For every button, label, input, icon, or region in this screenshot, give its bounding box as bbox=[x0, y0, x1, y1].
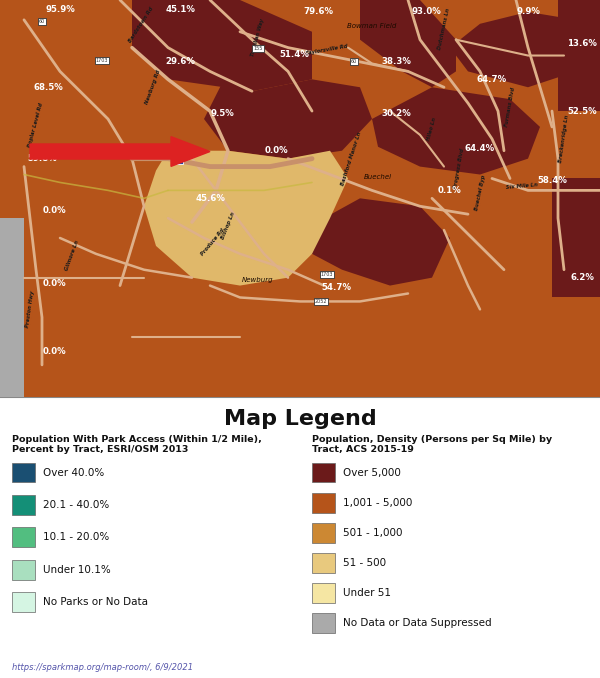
Polygon shape bbox=[312, 198, 450, 285]
Text: 155: 155 bbox=[253, 46, 263, 51]
Polygon shape bbox=[0, 218, 24, 397]
Polygon shape bbox=[204, 79, 372, 159]
Text: Bishop Ln: Bishop Ln bbox=[220, 212, 236, 241]
Text: 501 - 1,000: 501 - 1,000 bbox=[343, 527, 403, 538]
Text: 2052: 2052 bbox=[315, 299, 327, 304]
Text: Trevilian Way: Trevilian Way bbox=[251, 18, 265, 57]
Text: Hileo Ln: Hileo Ln bbox=[427, 117, 437, 141]
Text: Bowman Field: Bowman Field bbox=[347, 23, 397, 28]
Bar bbox=[312, 614, 335, 633]
Bar bbox=[12, 463, 35, 483]
Text: 9.5%: 9.5% bbox=[210, 108, 234, 117]
Text: 52.5%: 52.5% bbox=[567, 106, 597, 115]
Text: 0.0%: 0.0% bbox=[42, 279, 66, 288]
Text: 45.6%: 45.6% bbox=[195, 194, 225, 203]
Text: 20.1 - 40.0%: 20.1 - 40.0% bbox=[43, 500, 109, 510]
Text: 0.0%: 0.0% bbox=[42, 346, 66, 355]
Text: Population, Density (Persons per Sq Mile) by
Tract, ACS 2015-19: Population, Density (Persons per Sq Mile… bbox=[312, 435, 552, 454]
Bar bbox=[312, 583, 335, 603]
Bar bbox=[12, 495, 35, 515]
Bar bbox=[312, 493, 335, 513]
Polygon shape bbox=[450, 12, 576, 87]
Text: 45.1%: 45.1% bbox=[165, 5, 195, 14]
Text: Newburg Rd: Newburg Rd bbox=[145, 69, 161, 105]
Text: Over 40.0%: Over 40.0% bbox=[43, 468, 104, 477]
Text: 38.3%: 38.3% bbox=[381, 57, 411, 66]
Polygon shape bbox=[132, 0, 312, 92]
Text: Furmans Blvd: Furmans Blvd bbox=[504, 87, 516, 127]
Text: Gilmore Ln: Gilmore Ln bbox=[64, 240, 80, 272]
Text: Breckenridge Ln: Breckenridge Ln bbox=[558, 115, 570, 163]
Polygon shape bbox=[372, 87, 540, 174]
Text: 60: 60 bbox=[351, 59, 357, 64]
Text: Under 51: Under 51 bbox=[343, 588, 391, 598]
Text: 1703: 1703 bbox=[96, 58, 108, 63]
Text: https://sparkmap.org/map-room/, 6/9/2021: https://sparkmap.org/map-room/, 6/9/2021 bbox=[12, 663, 193, 672]
Text: 6.2%: 6.2% bbox=[570, 273, 594, 282]
Text: Newburg: Newburg bbox=[242, 277, 274, 283]
Polygon shape bbox=[144, 151, 348, 285]
Text: Map Legend: Map Legend bbox=[224, 410, 376, 429]
Text: 1703: 1703 bbox=[321, 272, 333, 277]
Polygon shape bbox=[0, 0, 600, 397]
Text: 0.0%: 0.0% bbox=[264, 146, 288, 155]
Polygon shape bbox=[558, 0, 600, 111]
Text: 9.9%: 9.9% bbox=[516, 7, 540, 16]
Text: Bardstown Rd: Bardstown Rd bbox=[128, 6, 154, 43]
Text: 60: 60 bbox=[39, 19, 45, 24]
Text: 29.6%: 29.6% bbox=[165, 57, 195, 66]
Text: 51 - 500: 51 - 500 bbox=[343, 558, 386, 568]
Text: 13.6%: 13.6% bbox=[567, 39, 597, 48]
Text: Bashford Manor Ln: Bashford Manor Ln bbox=[340, 131, 362, 186]
Text: Over 5,000: Over 5,000 bbox=[343, 468, 401, 477]
Text: 93.0%: 93.0% bbox=[411, 7, 441, 16]
Text: 64.7%: 64.7% bbox=[477, 75, 507, 84]
Bar bbox=[312, 523, 335, 542]
Text: Six Mile Ln: Six Mile Ln bbox=[506, 182, 538, 191]
Text: 1,001 - 5,000: 1,001 - 5,000 bbox=[343, 498, 413, 508]
Text: 264: 264 bbox=[172, 158, 182, 163]
Bar bbox=[312, 463, 335, 483]
Text: Population With Park Access (Within 1/2 Mile),
Percent by Tract, ESRI/OSM 2013: Population With Park Access (Within 1/2 … bbox=[12, 435, 262, 454]
Text: 0.0%: 0.0% bbox=[42, 205, 66, 215]
Text: 0.1%: 0.1% bbox=[438, 186, 462, 195]
Bar bbox=[12, 560, 35, 580]
Text: 51.4%: 51.4% bbox=[279, 50, 309, 59]
Text: Progress Blvd: Progress Blvd bbox=[453, 148, 465, 189]
Polygon shape bbox=[360, 0, 456, 87]
Text: Poplar Level Rd: Poplar Level Rd bbox=[28, 102, 44, 148]
Text: Under 10.1%: Under 10.1% bbox=[43, 565, 111, 575]
Text: No Parks or No Data: No Parks or No Data bbox=[43, 597, 148, 607]
Text: Buechel: Buechel bbox=[364, 174, 392, 180]
FancyArrow shape bbox=[30, 137, 210, 166]
Bar bbox=[312, 553, 335, 573]
Text: Dutchmans Ln: Dutchmans Ln bbox=[437, 7, 451, 50]
Text: 79.6%: 79.6% bbox=[303, 7, 333, 16]
Text: Taylorsville Rd: Taylorsville Rd bbox=[305, 43, 349, 56]
Text: 95.9%: 95.9% bbox=[45, 5, 75, 14]
Text: 54.7%: 54.7% bbox=[321, 283, 351, 292]
Text: 64.4%: 64.4% bbox=[465, 144, 495, 153]
Polygon shape bbox=[552, 178, 600, 298]
Text: Produce Rd: Produce Rd bbox=[200, 227, 226, 256]
Text: 59.8%: 59.8% bbox=[27, 154, 57, 163]
Text: Preston Hwy: Preston Hwy bbox=[25, 290, 35, 328]
Text: No Data or Data Suppressed: No Data or Data Suppressed bbox=[343, 618, 492, 628]
Bar bbox=[12, 527, 35, 547]
Text: 68.5%: 68.5% bbox=[33, 83, 63, 92]
Text: Buechel Byp: Buechel Byp bbox=[474, 174, 486, 211]
Text: 30.2%: 30.2% bbox=[381, 108, 411, 117]
Bar bbox=[12, 592, 35, 612]
Text: 10.1 - 20.0%: 10.1 - 20.0% bbox=[43, 532, 109, 542]
Text: 58.4%: 58.4% bbox=[537, 176, 567, 185]
